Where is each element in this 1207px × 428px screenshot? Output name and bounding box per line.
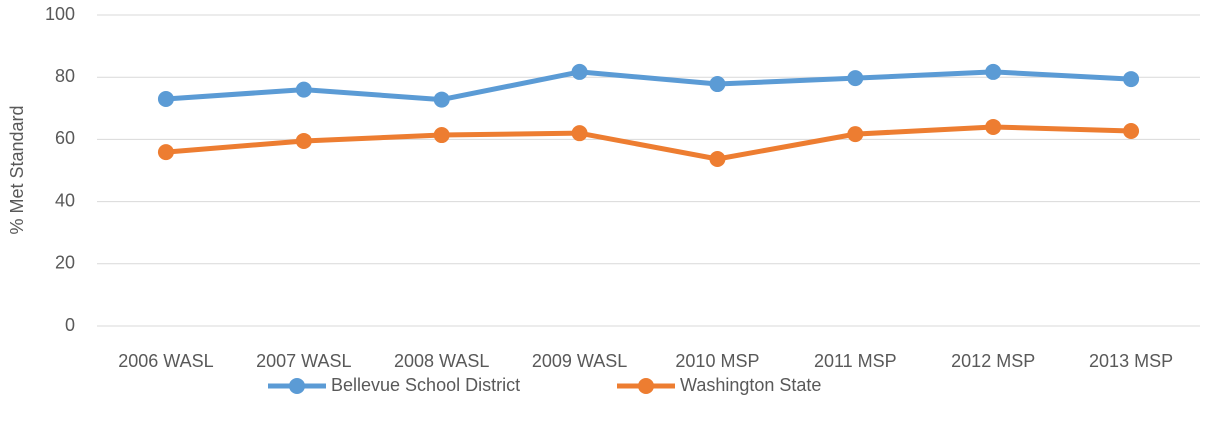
data-point [433,91,450,108]
data-point [295,81,312,98]
x-tick-label: 2009 WASL [532,351,627,371]
data-point [571,63,588,80]
data-point [1123,71,1140,88]
data-point [709,150,726,167]
legend-marker [638,378,654,394]
x-tick-label: 2010 MSP [675,351,759,371]
data-point [985,63,1002,80]
data-point [1123,123,1140,140]
y-tick-label: 60 [55,128,75,148]
y-tick-label: 40 [55,190,75,210]
x-tick-label: 2013 MSP [1089,351,1173,371]
data-point [847,70,864,87]
data-point [571,125,588,142]
series-line [165,124,1132,162]
data-point [985,118,1002,135]
y-axis-label: % Met Standard [7,105,27,234]
data-point [847,126,864,143]
data-point [433,127,450,144]
x-tick-label: 2006 WASL [118,351,213,371]
y-tick-label: 100 [45,4,75,24]
data-point [157,90,174,107]
legend-label: Washington State [680,375,821,395]
x-tick-label: 2008 WASL [394,351,489,371]
x-tick-label: 2007 WASL [256,351,351,371]
data-point [709,76,726,93]
series-line [165,69,1132,103]
legend-marker [289,378,305,394]
data-point [295,132,312,149]
data-point [157,144,174,161]
y-tick-label: 20 [55,253,75,273]
x-tick-label: 2012 MSP [951,351,1035,371]
y-tick-label: 80 [55,66,75,86]
x-tick-label: 2011 MSP [814,351,897,371]
y-tick-label: 0 [65,315,75,335]
legend-label: Bellevue School District [331,375,520,395]
